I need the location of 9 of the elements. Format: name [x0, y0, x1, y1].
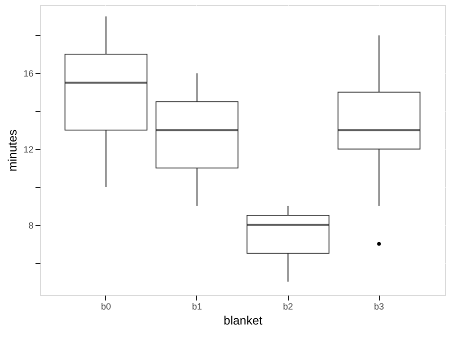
x-tick-label: b3	[374, 302, 384, 312]
y-axis-title: minutes	[5, 129, 20, 172]
x-axis-title: blanket	[224, 314, 264, 328]
y-tick-label: 16	[23, 68, 34, 79]
y-tick-label: 8	[28, 220, 34, 230]
x-tick-label: b2	[283, 302, 294, 312]
x-tick-label: b1	[192, 302, 202, 312]
y-tick-label: 12	[23, 144, 34, 155]
x-tick-label: b0	[100, 302, 111, 312]
